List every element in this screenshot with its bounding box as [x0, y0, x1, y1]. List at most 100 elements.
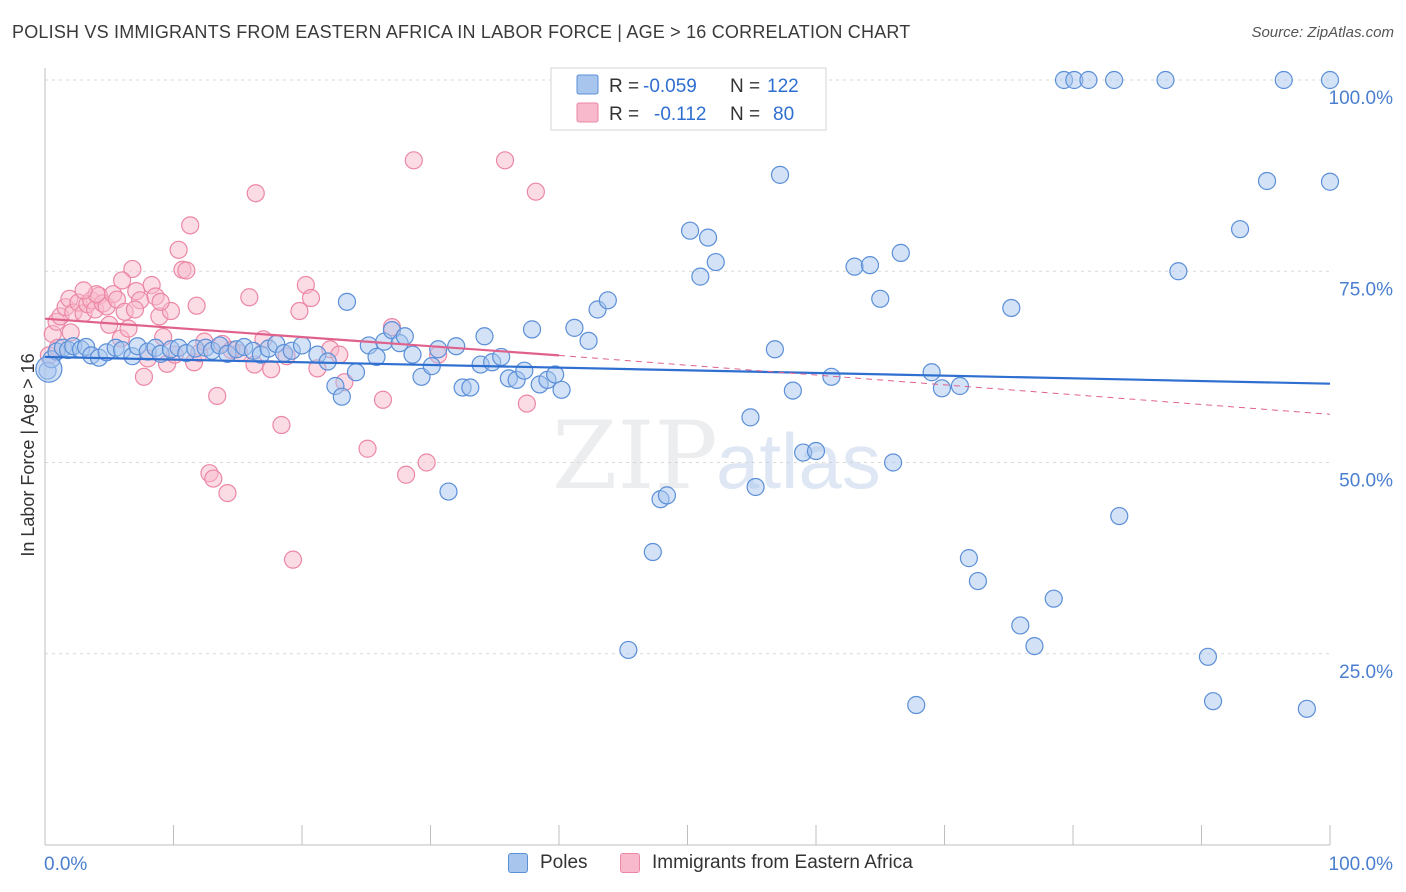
data-point-poles — [552, 380, 571, 399]
watermark-zip: ZIP — [552, 402, 718, 511]
data-point-poles — [932, 379, 952, 398]
data-point-poles — [783, 381, 802, 400]
y-tick-label: 100.0% — [1329, 88, 1394, 109]
data-point-eaf — [112, 271, 132, 290]
data-point-poles — [1025, 636, 1044, 656]
legend-poles-n-label: N = — [730, 76, 760, 97]
data-point-eaf — [495, 151, 515, 170]
data-point-poles — [1105, 70, 1124, 90]
legend-label-poles: Poles — [540, 852, 588, 873]
data-point-eaf — [290, 301, 309, 321]
data-point-poles — [515, 361, 534, 380]
data-point-poles — [871, 289, 890, 308]
legend-bottom: Poles Immigrants from Eastern Africa — [0, 852, 1406, 878]
data-point-poles — [546, 365, 565, 384]
data-point-poles — [1203, 692, 1223, 711]
data-point-eaf — [396, 465, 416, 484]
data-point-eaf — [119, 319, 138, 338]
data-point-eaf — [181, 216, 200, 235]
data-point-eaf — [187, 296, 206, 315]
legend-swatch-poles-bottom — [508, 853, 528, 873]
data-point-eaf — [204, 469, 223, 488]
legend-item-poles[interactable]: Poles — [508, 852, 588, 874]
data-point-eaf — [246, 184, 265, 203]
data-point-eaf — [125, 300, 145, 319]
watermark: ZIP atlas — [552, 402, 881, 511]
data-point-eaf — [301, 288, 321, 308]
data-point-poles — [1011, 616, 1030, 635]
data-point-poles — [1002, 298, 1021, 318]
data-point-eaf — [358, 439, 377, 458]
data-point-eaf — [74, 281, 93, 300]
data-point-poles — [860, 256, 880, 275]
grid-lines — [45, 79, 1330, 655]
data-point-poles — [845, 257, 864, 276]
data-point-poles — [475, 327, 494, 346]
trend-line-poles — [44, 355, 1331, 385]
data-point-poles — [367, 347, 386, 367]
data-point-eaf — [151, 292, 170, 311]
data-point-poles — [318, 352, 337, 371]
data-point-poles — [959, 549, 979, 568]
data-point-poles — [1044, 589, 1063, 608]
legend-top: R = -0.059 N = 122 R = -0.112 N = 80 — [550, 67, 827, 131]
data-point-eaf — [100, 315, 119, 334]
legend-swatch-eaf — [576, 102, 599, 123]
data-point-poles — [741, 408, 760, 427]
legend-eaf-n-value: 80 — [773, 104, 794, 125]
data-point-eaf — [134, 367, 154, 386]
data-point-poles — [1198, 647, 1218, 666]
trend-line-eaf — [44, 317, 560, 357]
data-point-poles — [1079, 70, 1098, 90]
data-point-poles — [332, 387, 351, 406]
data-point-poles — [395, 327, 414, 346]
data-point-poles — [1230, 220, 1250, 239]
y-tick-label: 50.0% — [1339, 471, 1393, 492]
legend-swatch-poles — [576, 74, 599, 95]
data-point-poles — [643, 542, 662, 562]
axes — [44, 68, 1331, 846]
legend-item-eaf[interactable]: Immigrants from Eastern Africa — [620, 852, 913, 874]
data-point-poles — [1257, 171, 1277, 191]
trend-line-eaf-extension — [558, 354, 1331, 415]
data-point-poles — [1297, 699, 1316, 718]
chart-title: POLISH VS IMMIGRANTS FROM EASTERN AFRICA… — [12, 22, 911, 42]
x-tick-label: 0.0% — [44, 854, 87, 875]
data-point-poles — [337, 292, 357, 311]
series-poles-points — [35, 70, 1340, 718]
data-point-poles — [439, 482, 458, 501]
y-axis-label: In Labor Force | Age > 16 — [18, 353, 38, 556]
data-point-poles — [1274, 70, 1293, 90]
data-point-poles — [447, 337, 466, 356]
data-point-poles — [565, 318, 584, 337]
legend-swatch-eaf-bottom — [620, 853, 640, 873]
y-tick-label: 25.0% — [1339, 662, 1393, 683]
data-point-eaf — [272, 415, 291, 435]
data-point-poles — [698, 228, 718, 247]
data-point-eaf — [218, 484, 237, 503]
data-point-poles — [883, 453, 903, 472]
data-point-poles — [346, 363, 366, 382]
y-tick-labels: 25.0% 50.0% 75.0% 100.0% — [1329, 88, 1394, 683]
data-point-poles — [292, 336, 312, 355]
data-point-poles — [429, 340, 448, 359]
data-point-poles — [680, 221, 700, 240]
series-eaf-points — [39, 151, 545, 569]
data-point-poles — [770, 165, 790, 184]
data-point-poles — [579, 331, 598, 350]
x-tick-label: 100.0% — [1329, 854, 1394, 875]
legend-eaf-r-label: R = — [609, 104, 639, 125]
data-point-poles — [950, 376, 970, 396]
data-point-poles — [403, 345, 422, 364]
data-point-eaf — [373, 390, 393, 409]
data-point-eaf — [417, 453, 436, 472]
data-point-poles — [619, 640, 638, 660]
data-point-eaf — [123, 259, 142, 279]
data-point-poles — [1169, 262, 1188, 281]
legend-label-eaf: Immigrants from Eastern Africa — [652, 852, 913, 873]
data-point-poles — [1156, 70, 1175, 90]
data-point-poles — [461, 378, 480, 397]
data-point-poles — [598, 291, 617, 310]
data-point-eaf — [262, 360, 281, 379]
